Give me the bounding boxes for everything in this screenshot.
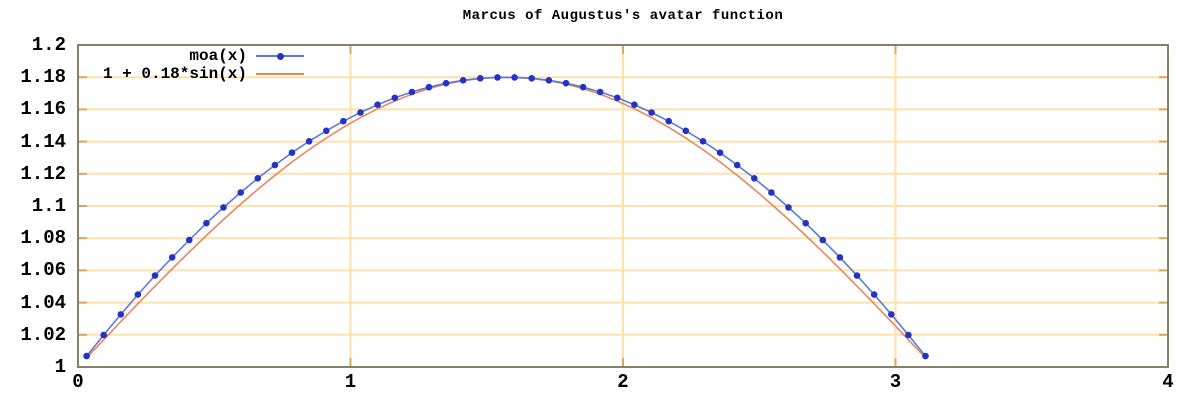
moa-data-point [134,291,142,298]
legend-label-sin: 1 + 0.18*sin(x) [102,65,247,83]
legend-sample-sin [256,65,304,83]
moa-data-point [922,352,929,360]
y-tick-label: 1.06 [20,259,66,282]
legend-label-moa: moa(x) [189,47,247,65]
legend-point-icon [276,52,284,60]
moa-data-point [751,175,758,182]
plot-border [77,44,1169,368]
moa-data-point [323,127,330,135]
legend-row-moa: moa(x) [90,47,304,65]
moa-data-point [562,79,570,87]
moa-data-point [425,83,433,91]
moa-data-point [151,272,159,279]
moa-data-point [374,101,381,108]
moa-data-point [528,75,535,82]
moa-data-point [220,204,227,211]
plot-title: Marcus of Augustus's avatar function [462,8,784,24]
legend-sample-moa [256,47,304,65]
moa-data-point [168,254,176,261]
moa-data-point [648,109,655,116]
moa-data-point [699,138,707,145]
y-tick-label: 1.2 [31,34,66,56]
legend: moa(x) 1 + 0.18*sin(x) [90,47,304,83]
moa-data-point [665,117,672,125]
moa-data-point [905,331,912,339]
moa-data-point [545,77,553,84]
y-tick-label: 1.08 [20,227,66,250]
moa-data-point [254,175,262,182]
moa-data-point [802,219,809,227]
moa-data-point [442,79,450,87]
moa-data-point [768,189,775,196]
moa-data-point [203,219,210,227]
y-tick-label: 1.18 [20,66,66,89]
moa-data-point [186,236,193,244]
moa-data-point [819,236,827,244]
moa-data-point [271,161,279,169]
y-tick-label: 1.12 [20,162,66,185]
moa-data-point [785,204,792,211]
moa-data-point [305,138,313,145]
y-tick-label: 1.16 [20,98,66,121]
y-tick-label: 1.04 [20,291,66,314]
y-tick-label: 1 [54,356,66,378]
moa-data-point [408,88,416,96]
moa-data-point [596,88,604,96]
moa-data-point [631,101,638,108]
x-tick-label: 2 [617,371,629,393]
moa-data-point [288,149,296,156]
moa-data-point [614,94,621,102]
moa-data-point [716,149,724,156]
y-tick-label: 1.1 [31,195,66,217]
x-tick-label: 3 [889,371,902,393]
moa-data-point [477,75,484,82]
legend-row-sin: 1 + 0.18*sin(x) [90,65,304,83]
moa-data-point [682,127,690,135]
moa-data-point [853,272,861,279]
y-tick-label: 1.14 [20,130,66,153]
moa-data-point [888,311,895,318]
legend-line-sin [256,73,304,75]
moa-data-point [100,331,107,339]
moa-series-line [85,76,927,357]
moa-data-point [237,189,244,196]
moa-data-point [117,311,125,318]
moa-data-point [340,117,347,125]
moa-data-point [733,161,741,169]
x-tick-label: 4 [1162,371,1174,393]
moa-data-point [357,109,364,116]
y-tick-label: 1.02 [20,323,66,346]
moa-data-point [83,352,90,360]
moa-data-point [870,291,878,298]
moa-data-point [579,83,587,91]
x-tick-label: 1 [344,371,357,393]
moa-data-point [494,74,501,81]
moa-data-point [511,74,518,81]
x-tick-label: 0 [72,371,84,393]
moa-data-point [459,77,467,84]
moa-data-point [836,254,844,261]
moa-data-point [391,94,399,102]
